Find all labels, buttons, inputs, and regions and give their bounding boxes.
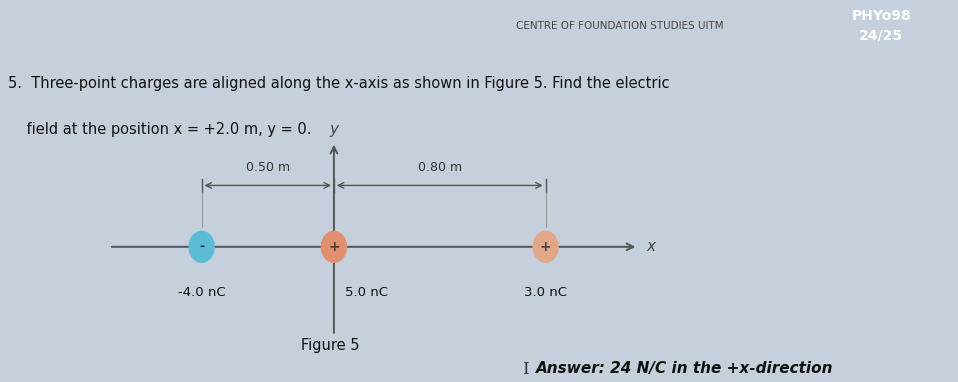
Text: x: x xyxy=(646,240,655,254)
Text: CENTRE OF FOUNDATION STUDIES UITM: CENTRE OF FOUNDATION STUDIES UITM xyxy=(516,21,724,31)
Text: -: - xyxy=(199,240,204,253)
Text: 0.50 m: 0.50 m xyxy=(245,161,290,174)
Text: PHYo98
24/25: PHYo98 24/25 xyxy=(852,9,911,42)
Ellipse shape xyxy=(321,231,347,263)
Text: field at the position x = +2.0 m, y = 0.: field at the position x = +2.0 m, y = 0. xyxy=(8,122,311,137)
Text: 5.0 nC: 5.0 nC xyxy=(345,286,388,299)
Text: Figure 5: Figure 5 xyxy=(301,338,360,353)
Ellipse shape xyxy=(533,231,559,263)
Text: +: + xyxy=(329,240,340,254)
Text: 0.80 m: 0.80 m xyxy=(418,161,462,174)
Text: -4.0 nC: -4.0 nC xyxy=(178,286,225,299)
Text: Answer: 24 N/C in the +x-direction: Answer: 24 N/C in the +x-direction xyxy=(536,361,834,376)
Text: +: + xyxy=(539,240,552,254)
Text: y: y xyxy=(330,122,338,137)
Text: 5.  Three-point charges are aligned along the x-axis as shown in Figure 5. Find : 5. Three-point charges are aligned along… xyxy=(8,76,670,91)
Text: 3.0 nC: 3.0 nC xyxy=(524,286,567,299)
Text: I: I xyxy=(522,361,528,378)
Ellipse shape xyxy=(189,231,215,263)
